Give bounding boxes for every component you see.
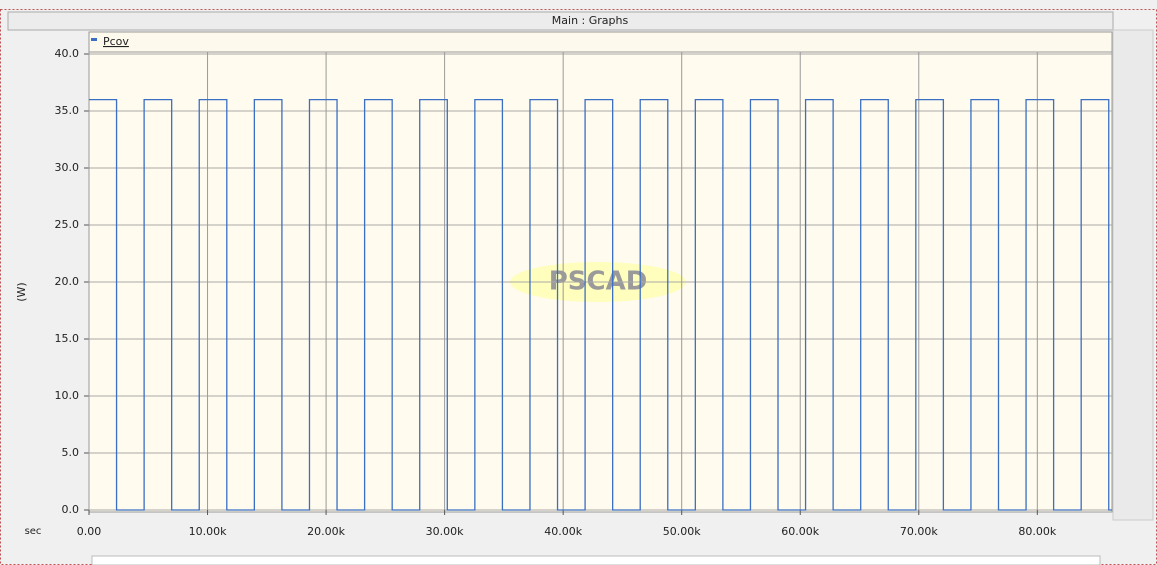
y-tick-label: 10.0 <box>55 389 80 402</box>
x-tick-label: 50.00k <box>663 525 701 538</box>
legend-bar <box>88 31 1113 53</box>
x-axis-label: sec <box>25 526 42 537</box>
title-bar <box>7 11 1114 31</box>
x-tick-label: 70.00k <box>900 525 938 538</box>
side-panel <box>1112 29 1154 521</box>
y-tick-label: 0.0 <box>62 503 80 516</box>
x-tick-label: 80.00k <box>1018 525 1056 538</box>
x-tick-label: 60.00k <box>781 525 819 538</box>
h-scrollbar[interactable] <box>91 555 1101 565</box>
y-tick-label: 20.0 <box>55 275 80 288</box>
y-tick-label: 35.0 <box>55 104 80 117</box>
y-tick-label: 25.0 <box>55 218 80 231</box>
y-tick-label: 30.0 <box>55 161 80 174</box>
graph-title: Main : Graphs <box>552 14 629 27</box>
y-tick-label: 15.0 <box>55 332 80 345</box>
x-tick-label: 10.00k <box>189 525 227 538</box>
x-tick-label: 0.00 <box>77 525 102 538</box>
y-axis-label: (W) <box>15 282 28 301</box>
legend-swatch <box>91 38 97 41</box>
x-tick-label: 20.00k <box>307 525 345 538</box>
y-tick-label: 40.0 <box>55 47 80 60</box>
x-tick-label: 40.00k <box>544 525 582 538</box>
series-line <box>89 98 1112 511</box>
x-tick-label: 30.00k <box>426 525 464 538</box>
legend-entry[interactable]: Pcov <box>103 35 129 48</box>
y-tick-label: 5.0 <box>62 446 80 459</box>
